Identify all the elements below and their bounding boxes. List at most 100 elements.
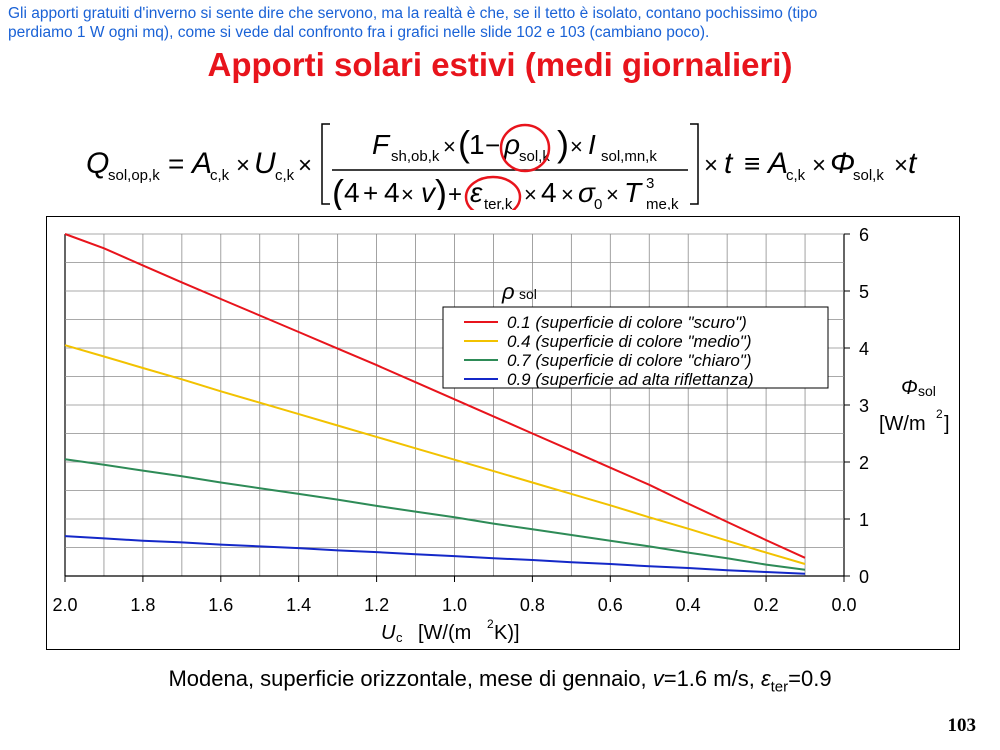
legend-label-1: 0.1 (superficie di colore "scuro") — [507, 313, 747, 332]
solar-gain-chart: 2.0 1.8 1.6 1.4 1.2 1.0 0.8 0.6 0.4 0.2 0.00 1 2 3 4 5 6… — [46, 216, 960, 650]
y-axis-label-sub: sol — [918, 383, 936, 399]
x-tick-label: 1.4 — [286, 595, 311, 615]
formula-t-2: t — [908, 147, 918, 180]
series-line-1 — [64, 233, 806, 559]
legend-title-sub: sol — [519, 286, 537, 302]
series-line-3 — [64, 458, 806, 571]
x-tick-label: 2.0 — [52, 595, 77, 615]
x-tick-label: 0.2 — [754, 595, 779, 615]
chart-series — [64, 233, 806, 575]
formula-four-1: 4 — [344, 177, 360, 208]
y-tick-label: 1 — [859, 510, 869, 530]
x-axis-label: U c [W/(m 2 K)] — [381, 617, 520, 645]
formula-eq: = — [168, 148, 184, 179]
x-tick-label: 1.2 — [364, 595, 389, 615]
formula-times-5: × — [401, 182, 414, 207]
formula-rho-sub: sol,k — [519, 148, 550, 165]
caption-eps-value: =0.9 — [788, 666, 832, 691]
x-tick-label: 1.8 — [130, 595, 155, 615]
x-tick-label: 1.0 — [442, 595, 467, 615]
slide-title: Apporti solari estivi (medi giornalieri) — [207, 46, 793, 83]
y-tick-label: 4 — [859, 339, 869, 359]
speaker-note-line-2: perdiamo 1 W ogni mq), come si vede dal … — [8, 24, 710, 41]
y-axis-label-unit: [W/m — [879, 413, 926, 435]
formula-times-11: × — [894, 152, 908, 179]
formula-right-bracket — [690, 123, 699, 205]
formula-paren-close-1: ) — [557, 123, 569, 164]
y-axis-label-unit-end: ] — [944, 413, 950, 435]
formula-times-6: × — [524, 182, 537, 207]
x-axis-label-symbol: U — [381, 622, 396, 644]
legend-label-4: 0.9 (superficie ad alta riflettanza) — [507, 370, 754, 389]
formula-phi-sub: sol,k — [853, 167, 884, 184]
formula-u: U — [254, 147, 276, 180]
formula-a-sub: c,k — [210, 167, 230, 184]
formula-q: Q — [86, 147, 109, 180]
formula-plus-2: + — [448, 181, 462, 208]
formula-plus-1: + — [363, 178, 378, 208]
y-tick-label: 0 — [859, 567, 869, 587]
legend-label-3: 0.7 (superficie di colore "chiaro") — [507, 351, 752, 370]
y-tick-label: 3 — [859, 396, 869, 416]
formula-minus: − — [485, 130, 500, 160]
series-line-2 — [64, 344, 806, 565]
y-tick-label: 5 — [859, 282, 869, 302]
caption-eps-sub: ter — [770, 678, 789, 696]
y-axis-label-symbol: Φ — [901, 377, 918, 399]
legend-label-2: 0.4 (superficie di colore "medio") — [507, 332, 752, 351]
chart-grid — [64, 233, 845, 577]
formula-four-2: 4 — [384, 177, 400, 208]
formula-f: F — [372, 129, 391, 160]
formula-equiv: ≡ — [744, 148, 760, 179]
formula-times-3: × — [443, 134, 456, 159]
formula-t-cap: T — [624, 177, 643, 208]
x-axis-label-unit-sup: 2 — [487, 617, 494, 631]
y-axis-label-unit-sup: 2 — [936, 407, 943, 421]
formula-times-4: × — [570, 134, 583, 159]
series-line-4 — [64, 535, 806, 575]
formula-phi: Φ — [830, 147, 855, 180]
formula-one: 1 — [469, 129, 485, 160]
formula-i-sub: sol,mn,k — [601, 148, 657, 165]
x-tick-label: 0.4 — [676, 595, 701, 615]
y-axis-label: Φ sol [W/m 2 ] — [879, 377, 950, 435]
caption-v-symbol: v — [652, 666, 664, 691]
x-tick-label: 0.8 — [520, 595, 545, 615]
formula-sigma-sub: 0 — [594, 196, 602, 210]
x-tick-label: 0.0 — [831, 595, 856, 615]
speaker-note-line-1: Gli apporti gratuiti d'inverno si sente … — [8, 5, 818, 22]
formula-times-9: × — [704, 152, 718, 179]
formula-t-cap-sub: me,k — [646, 196, 679, 210]
formula-f-sub: sh,ob,k — [391, 148, 440, 165]
formula-left-bracket — [321, 123, 330, 205]
x-axis-label-unit: [W/(m — [418, 622, 471, 644]
formula-paren-open-1: ( — [458, 123, 470, 164]
legend-box — [442, 306, 829, 389]
formula-a: A — [190, 147, 212, 180]
formula-eps-sub: ter,k — [484, 196, 513, 210]
x-tick-label: 1.6 — [208, 595, 233, 615]
y-tick-label: 2 — [859, 453, 869, 473]
formula-t-cap-sup: 3 — [646, 175, 654, 192]
formula-times-2: × — [298, 152, 312, 179]
formula-four-3: 4 — [541, 177, 557, 208]
formula-sigma: σ — [578, 177, 596, 208]
formula-u-sub: c,k — [275, 167, 295, 184]
formula: Q sol,op,k = A c,k × U c,k × F sh,ob,k ×… — [86, 123, 918, 210]
formula-times-1: × — [236, 152, 250, 179]
x-axis-label-unit-end: K)] — [494, 622, 520, 644]
formula-q-sub: sol,op,k — [108, 167, 160, 184]
legend-title-rho: ρ — [501, 279, 515, 304]
chart-legend: ρ sol 0.1 (superficie di colore "scuro")… — [442, 279, 829, 389]
formula-t: t — [724, 147, 734, 180]
formula-v: v — [421, 177, 437, 208]
formula-paren-open-2: ( — [332, 172, 344, 210]
formula-a-2: A — [766, 147, 788, 180]
page-number: 103 — [947, 715, 977, 736]
formula-times-10: × — [812, 152, 826, 179]
eps-highlight-circle — [464, 175, 522, 210]
formula-rho: ρ — [503, 129, 520, 160]
x-tick-label: 0.6 — [598, 595, 623, 615]
speaker-note: Gli apporti gratuiti d'inverno si sente … — [8, 4, 998, 42]
y-tick-label: 6 — [859, 225, 869, 245]
